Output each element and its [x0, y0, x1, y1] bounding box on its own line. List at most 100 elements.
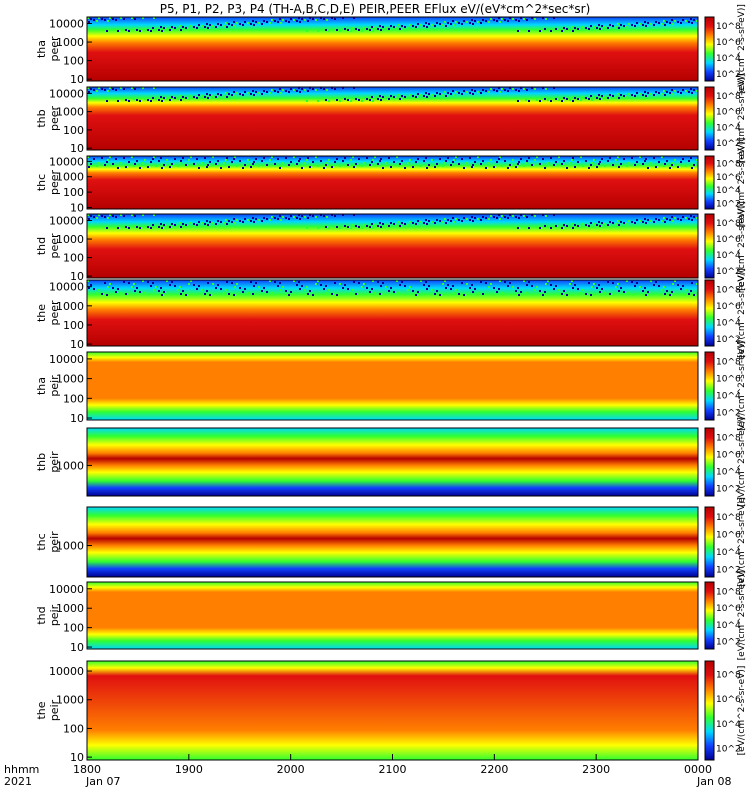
noise-pixel: [601, 95, 603, 97]
noise-pixel: [617, 283, 619, 285]
noise-pixel: [417, 291, 419, 293]
noise-pixel: [539, 227, 541, 229]
noise-pixel: [101, 88, 103, 90]
noise-pixel: [239, 23, 241, 25]
noise-pixel: [299, 91, 301, 93]
spectrogram-thd-peir: [87, 582, 698, 649]
noise-pixel: [201, 222, 203, 224]
noise-pixel: [615, 96, 617, 98]
noise-pixel: [239, 160, 241, 162]
noise-pixel: [188, 28, 190, 30]
noise-pixel: [123, 281, 125, 283]
noise-pixel: [377, 163, 379, 165]
noise-pixel: [88, 91, 90, 93]
noise-pixel: [282, 89, 284, 91]
noise-pixel: [420, 280, 422, 282]
noise-pixel: [661, 156, 663, 158]
noise-pixel: [288, 218, 290, 220]
noise-pixel: [696, 283, 698, 285]
noise-pixel: [201, 25, 203, 27]
noise-pixel: [88, 166, 90, 168]
noise-pixel: [169, 29, 171, 31]
noise-pixel: [607, 224, 609, 226]
noise-pixel: [139, 167, 141, 169]
noise-pixel: [331, 87, 333, 89]
noise-pixel: [626, 280, 628, 282]
noise-pixel: [255, 21, 257, 23]
noise-pixel: [317, 227, 319, 229]
noise-pixel: [653, 284, 655, 286]
colorbar-tick-label: 10^2: [716, 267, 741, 277]
noise-pixel: [663, 286, 665, 288]
noise-pixel: [590, 25, 592, 27]
noise-pixel: [369, 164, 371, 166]
noise-pixel: [207, 224, 209, 226]
noise-pixel: [139, 291, 141, 293]
noise-pixel: [298, 160, 300, 162]
noise-pixel: [615, 26, 617, 28]
noise-pixel: [325, 164, 327, 166]
panel-frame: [86, 16, 699, 82]
noise-pixel: [155, 225, 157, 227]
noise-pixel: [255, 282, 257, 284]
noise-pixel: [228, 93, 230, 95]
noise-pixel: [531, 214, 533, 216]
noise-pixel: [650, 162, 652, 164]
noise-pixel: [480, 92, 482, 94]
noise-pixel: [674, 217, 676, 219]
noise-pixel: [255, 91, 257, 93]
noise-pixel: [372, 100, 374, 102]
noise-pixel: [134, 290, 136, 292]
noise-pixel: [220, 221, 222, 223]
noise-pixel: [580, 99, 582, 101]
noise-pixel: [263, 157, 265, 159]
noise-pixel: [653, 24, 655, 26]
noise-pixel: [409, 24, 411, 26]
x-tick-label: 2300: [582, 763, 610, 776]
noise-pixel: [455, 218, 457, 220]
noise-pixel: [352, 289, 354, 291]
noise-pixel: [452, 20, 454, 22]
noise-pixel: [439, 220, 441, 222]
noise-pixel: [677, 21, 679, 23]
noise-pixel: [315, 156, 317, 158]
noise-pixel: [655, 166, 657, 168]
noise-pixel: [663, 165, 665, 167]
noise-pixel: [339, 165, 341, 167]
noise-pixel: [604, 96, 606, 98]
noise-pixel: [88, 21, 90, 23]
noise-pixel: [233, 158, 235, 160]
noise-pixel: [152, 27, 154, 29]
noise-pixel: [104, 164, 106, 166]
noise-pixel: [87, 17, 89, 19]
noise-pixel: [182, 290, 184, 292]
y-tick-label: 10: [70, 412, 84, 425]
noise-pixel: [509, 17, 511, 19]
noise-pixel: [634, 25, 636, 27]
noise-pixel: [188, 159, 190, 161]
noise-pixel: [361, 100, 363, 102]
noise-pixel: [379, 25, 381, 27]
noise-pixel: [285, 217, 287, 219]
noise-pixel: [563, 160, 565, 162]
noise-pixel: [269, 22, 271, 24]
noise-pixel: [347, 164, 349, 166]
noise-pixel: [515, 89, 517, 91]
noise-pixel: [563, 224, 565, 226]
noise-pixel: [417, 23, 419, 25]
noise-pixel: [366, 225, 368, 227]
noise-pixel: [498, 158, 500, 160]
noise-pixel: [472, 23, 474, 25]
noise-pixel: [123, 18, 125, 20]
noise-pixel: [115, 158, 117, 160]
noise-pixel: [234, 286, 236, 288]
noise-pixel: [523, 165, 525, 167]
noise-pixel: [220, 94, 222, 96]
noise-pixel: [642, 290, 644, 292]
noise-pixel: [582, 26, 584, 28]
noise-pixel: [366, 157, 368, 159]
colorbar-tick-label: 10^6: [716, 375, 741, 385]
noise-pixel: [582, 165, 584, 167]
colorbar-tick-label: 10^2: [716, 409, 741, 419]
noise-pixel: [415, 26, 417, 28]
